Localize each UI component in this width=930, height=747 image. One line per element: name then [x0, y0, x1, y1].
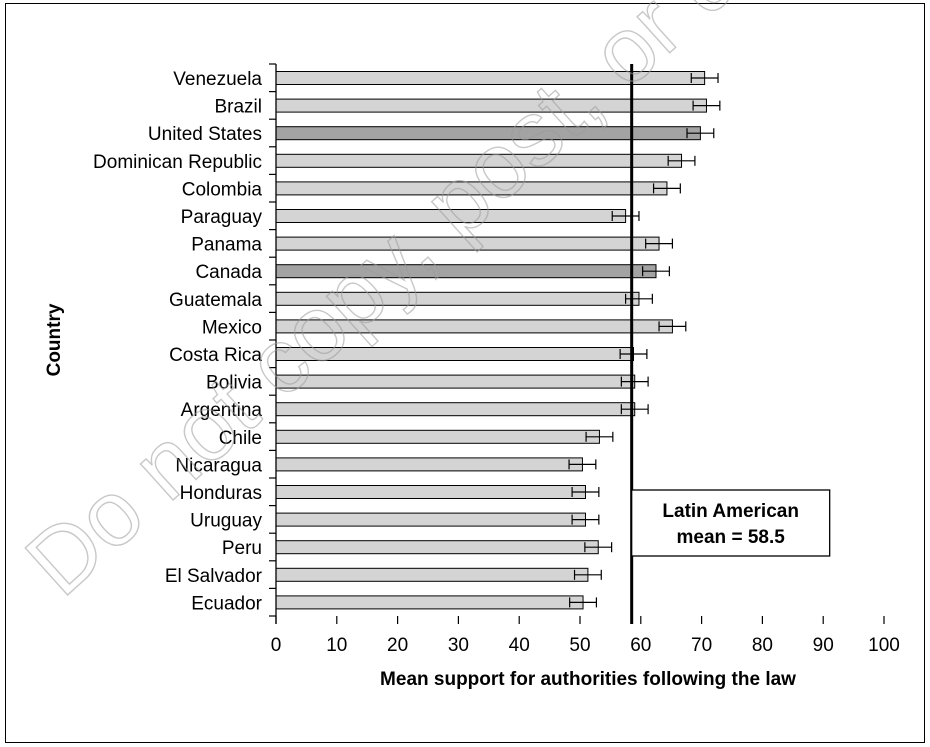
bar-united-states	[275, 126, 701, 141]
y-axis-title: Country	[44, 303, 65, 376]
annotation-line-1: Latin American	[662, 501, 799, 522]
error-bar-bolivia	[620, 376, 649, 387]
x-tick-label-70: 70	[691, 635, 712, 656]
bar-uruguay	[275, 512, 586, 527]
bar-venezuela	[275, 71, 706, 85]
error-bar-el-salvador	[573, 569, 602, 580]
category-label-brazil: Brazil	[214, 97, 262, 118]
error-bars-layer	[568, 73, 721, 608]
category-label-dominican-republic: Dominican Republic	[93, 152, 262, 173]
axes	[269, 63, 277, 624]
x-tick-label-10: 10	[326, 635, 347, 656]
bar-honduras	[275, 485, 586, 499]
category-label-costa-rica: Costa Rica	[169, 345, 262, 366]
error-bar-ecuador	[569, 597, 598, 608]
error-bar-dominican-republic	[667, 155, 696, 166]
error-bar-paraguay	[611, 211, 640, 221]
mean-annotation-box: Latin American mean = 58.5	[631, 489, 831, 557]
bar-guatemala	[275, 291, 640, 306]
bar-costa-rica	[275, 347, 635, 361]
error-bar-argentina	[620, 404, 649, 415]
bar-dominican-republic	[275, 153, 683, 168]
x-tick-label-50: 50	[569, 635, 590, 656]
category-label-argentina: Argentina	[181, 400, 263, 421]
bar-mexico	[275, 319, 673, 334]
error-bar-honduras	[571, 487, 600, 497]
x-tick-label-90: 90	[813, 635, 834, 656]
error-bar-united-states	[686, 128, 715, 139]
error-bar-nicaragua	[568, 459, 597, 470]
category-label-united-states: United States	[148, 124, 262, 145]
error-bar-costa-rica	[619, 349, 648, 359]
category-label-colombia: Colombia	[182, 179, 263, 200]
error-bar-canada	[642, 266, 670, 277]
figure-frame	[5, 3, 925, 743]
x-tick-label-20: 20	[387, 635, 408, 656]
bar-chile	[275, 429, 600, 444]
x-tick-label-80: 80	[752, 635, 773, 656]
category-label-canada: Canada	[195, 262, 262, 283]
error-bar-panama	[645, 238, 674, 249]
category-label-ecuador: Ecuador	[191, 593, 262, 614]
error-bar-peru	[584, 542, 613, 553]
category-label-mexico: Mexico	[202, 317, 262, 338]
category-label-venezuela: Venezuela	[173, 69, 262, 90]
annotation-box	[631, 489, 831, 557]
category-label-guatemala: Guatemala	[169, 290, 262, 311]
category-label-bolivia: Bolivia	[206, 373, 262, 394]
error-bar-chile	[585, 431, 614, 442]
category-label-nicaragua: Nicaragua	[175, 455, 262, 476]
error-bar-mexico	[658, 321, 687, 332]
bar-paraguay	[275, 209, 627, 223]
bar-argentina	[275, 402, 636, 417]
x-tick-label-0: 0	[271, 635, 282, 656]
annotation-line-2: mean = 58.5	[677, 527, 786, 548]
error-bar-venezuela	[690, 73, 719, 83]
error-bar-colombia	[652, 183, 681, 194]
x-tick-labels: 0 10 20 30 40 50 60 70 80 90 100	[271, 616, 900, 656]
bar-bolivia	[275, 374, 636, 389]
x-tick-label-40: 40	[509, 635, 530, 656]
category-label-uruguay: Uruguay	[190, 511, 262, 532]
x-tick-label-100: 100	[868, 635, 900, 656]
category-label-chile: Chile	[219, 428, 262, 449]
error-bar-brazil	[692, 100, 721, 111]
category-label-paraguay: Paraguay	[181, 207, 263, 228]
bar-brazil	[275, 98, 707, 113]
category-labels: Venezuela Brazil United States Dominican Re…	[93, 69, 263, 614]
bar-el-salvador	[275, 567, 589, 582]
category-label-el-salvador: El Salvador	[165, 566, 263, 587]
bar-ecuador	[275, 595, 584, 610]
error-bar-uruguay	[571, 514, 600, 525]
x-axis-title: Mean support for authorities following t…	[380, 669, 796, 690]
category-label-panama: Panama	[191, 235, 262, 256]
bar-panama	[275, 236, 660, 251]
x-tick-label-60: 60	[630, 635, 651, 656]
error-bar-guatemala	[624, 293, 653, 304]
category-label-honduras: Honduras	[180, 483, 262, 504]
bars-layer	[275, 71, 707, 610]
bar-canada	[275, 264, 657, 279]
bar-nicaragua	[275, 457, 583, 472]
bar-colombia	[275, 181, 668, 196]
category-label-peru: Peru	[222, 538, 262, 559]
bar-peru	[275, 540, 599, 555]
x-tick-label-30: 30	[448, 635, 469, 656]
